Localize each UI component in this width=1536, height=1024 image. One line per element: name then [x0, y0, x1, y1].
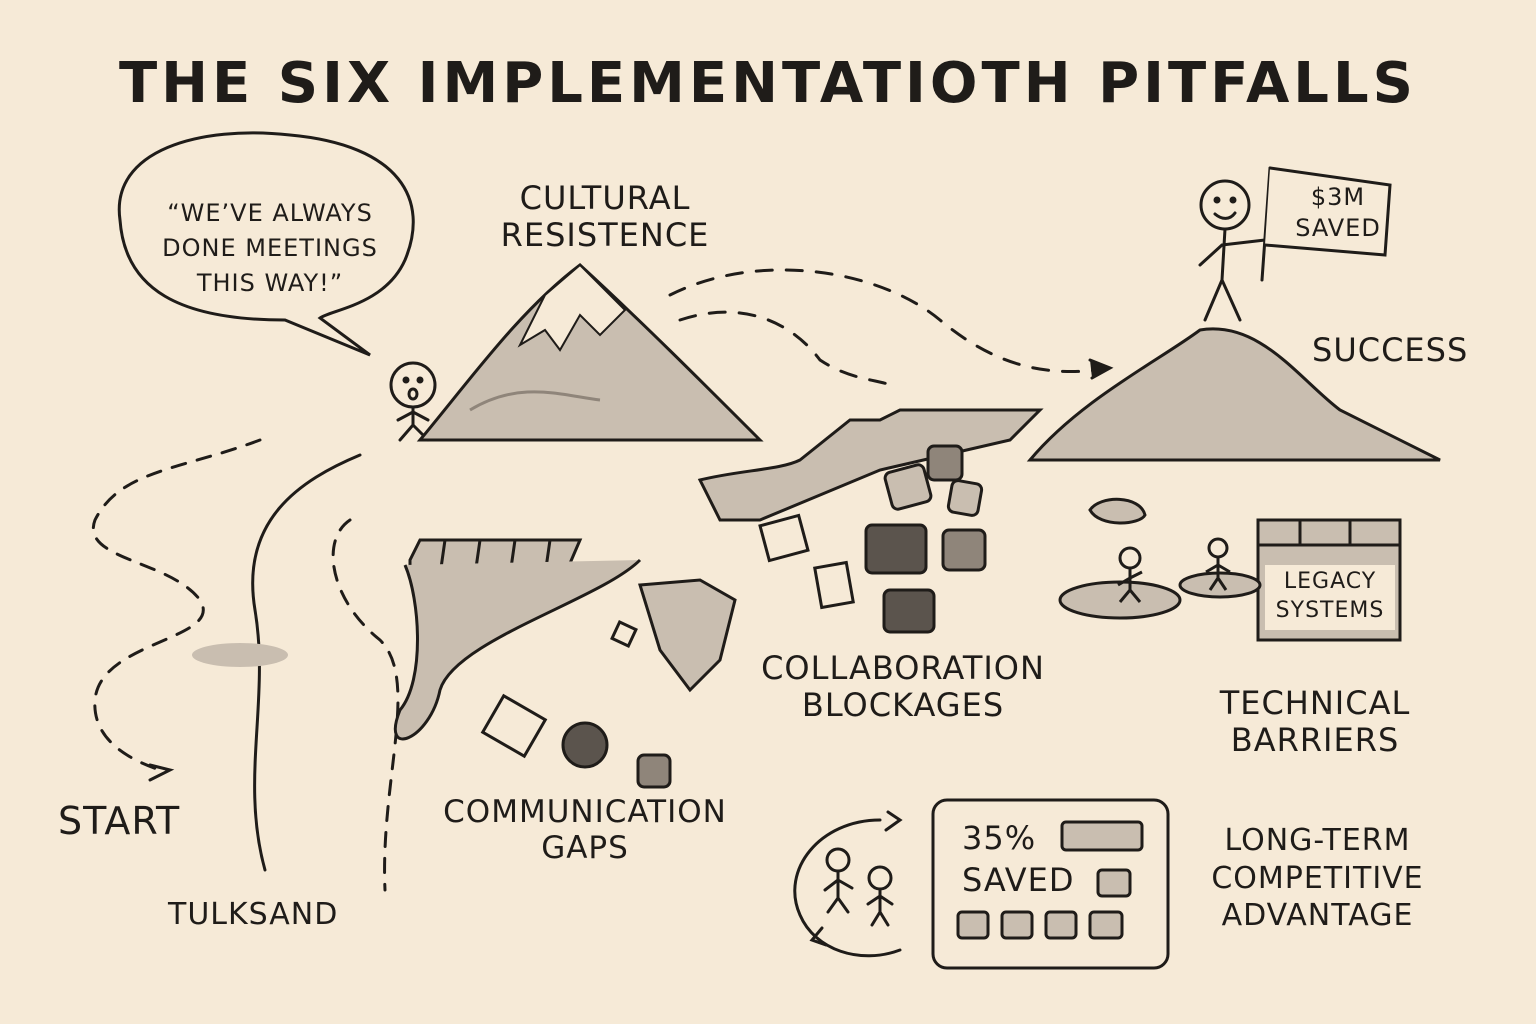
- label-communication-gaps: COMMUNICATION GAPS: [425, 794, 745, 866]
- speech-bubble: “WE’VE ALWAYS DONE MEETINGS THIS WAY!”: [140, 196, 400, 300]
- label-line: $3M: [1310, 183, 1366, 211]
- label-line: TECHNICAL: [1219, 684, 1411, 722]
- label-collaboration-blockages: COLLABORATION BLOCKAGES: [748, 650, 1058, 724]
- flag-label: $3M SAVED: [1282, 182, 1394, 244]
- label-line: SAVED: [1295, 214, 1381, 243]
- label-line: 35%: [962, 819, 1037, 857]
- success-hill: [1026, 327, 1441, 462]
- label-technical-barriers: TECHNICAL BARRIERS: [1195, 685, 1435, 759]
- calculator: [931, 798, 1170, 970]
- winding-road: [91, 438, 400, 892]
- label-cultural-resistance: CULTURAL RESISTENCE: [480, 180, 730, 254]
- success-figure: [1198, 166, 1392, 322]
- collaboration-icons: [758, 444, 987, 634]
- speech-bubble-line: DONE MEETINGS: [162, 233, 378, 262]
- calculator-display: 35% SAVED: [962, 818, 1075, 901]
- worried-figure: [389, 361, 437, 442]
- quicksand-pool: [192, 643, 288, 667]
- dashed-arrow: [668, 268, 1114, 387]
- label-line: BARRIERS: [1230, 720, 1400, 759]
- label-start: START: [58, 799, 181, 843]
- page-title: THE SIX IMPLEMENTATIOTH PITFALLS: [118, 51, 1418, 116]
- label-line: COMMUNICATION: [443, 794, 727, 830]
- legacy-wall: [1256, 518, 1402, 642]
- cliff-chasm: [638, 408, 1044, 693]
- label-success: SUCCESS: [1312, 331, 1469, 369]
- team-cycle: [793, 810, 903, 958]
- label-line: SAVED: [962, 860, 1075, 899]
- puddle-figures: [1058, 497, 1262, 620]
- communication-icons: [480, 620, 672, 789]
- label-line: COMPETITIVE: [1211, 860, 1424, 896]
- label-long-term-advantage: LONG-TERM COMPETITIVE ADVANTAGE: [1195, 822, 1440, 935]
- label-line: BLOCKAGES: [801, 685, 1005, 724]
- speech-bubble-line: “WE’VE ALWAYS: [167, 199, 373, 227]
- label-line: ADVANTAGE: [1221, 898, 1414, 933]
- label-quicksand: TULKSAND: [168, 897, 339, 932]
- label-line: CULTURAL: [519, 179, 691, 217]
- label-line: SYSTEMS: [1275, 597, 1385, 623]
- mountain-cultural-resistance: [416, 263, 764, 442]
- speech-bubble-outline: [117, 131, 415, 357]
- label-line: RESISTENCE: [500, 215, 710, 254]
- label-line: COLLABORATION: [761, 649, 1045, 687]
- label-line: GAPS: [541, 829, 629, 866]
- label-line: LONG-TERM: [1224, 823, 1411, 858]
- label-legacy-systems: LEGACY SYSTEMS: [1266, 568, 1394, 625]
- broken-bridge: [393, 538, 642, 741]
- speech-bubble-line: THIS WAY!”: [196, 268, 344, 297]
- label-line: LEGACY: [1283, 569, 1377, 594]
